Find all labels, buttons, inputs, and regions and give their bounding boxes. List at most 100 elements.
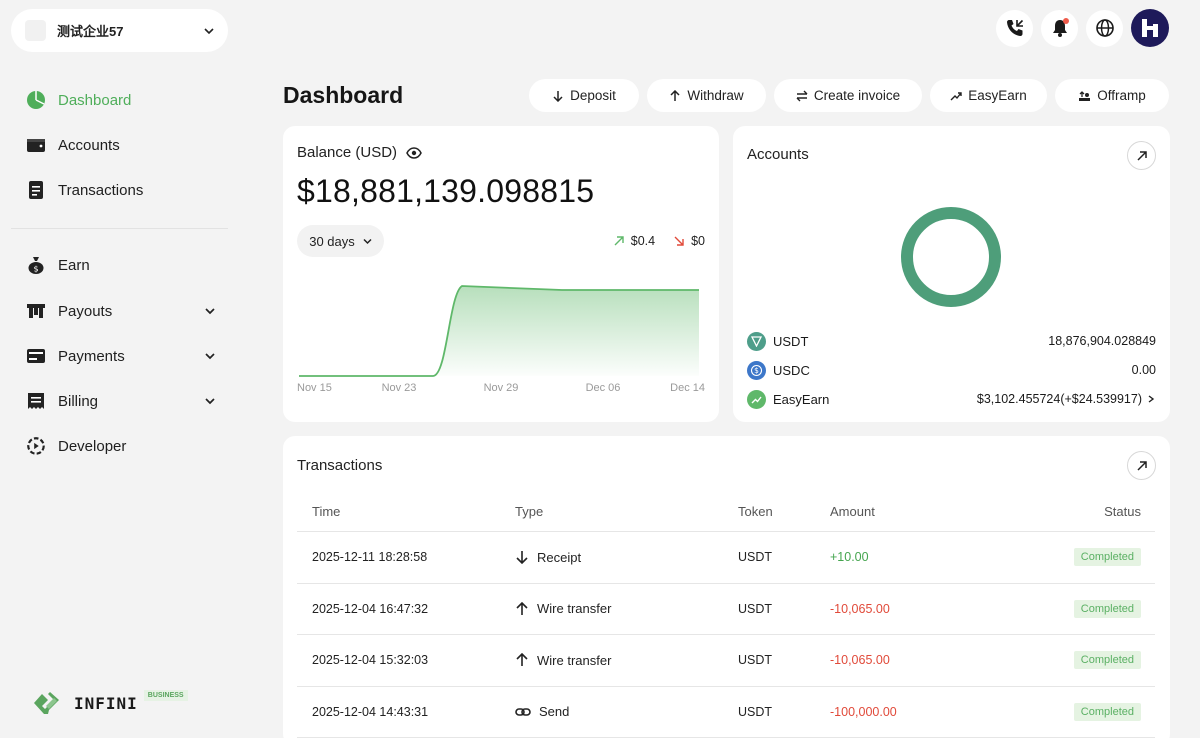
- status-badge: Completed: [1073, 548, 1141, 567]
- easyearn-label: EasyEarn: [968, 88, 1027, 103]
- accounts-title: Accounts: [747, 146, 809, 163]
- cell-status: Completed: [1025, 651, 1155, 670]
- sidebar-item-label: Payouts: [58, 302, 113, 320]
- account-row-usdt[interactable]: USDT 18,876,904.028849: [747, 331, 1156, 351]
- wallet-icon: [26, 135, 46, 155]
- x-tick-label: Nov 23: [382, 382, 417, 394]
- cell-token: USDT: [738, 704, 773, 719]
- easyearn-button[interactable]: EasyEarn: [930, 79, 1047, 112]
- cell-type: Wire transfer: [515, 653, 738, 668]
- sidebar-item-dashboard[interactable]: Dashboard: [26, 88, 216, 112]
- sidebar-item-transactions[interactable]: Transactions: [26, 178, 216, 202]
- balance-header: Balance (USD): [297, 144, 422, 161]
- status-badge: Completed: [1073, 651, 1141, 670]
- deposit-button[interactable]: Deposit: [529, 79, 639, 112]
- phone-icon: [1006, 19, 1023, 36]
- period-label: 30 days: [309, 233, 355, 249]
- cell-type: Receipt: [515, 550, 738, 565]
- brand-badge: BUSINESS: [143, 689, 188, 701]
- x-tick-label: Nov 29: [484, 382, 519, 394]
- svg-text:$: $: [754, 366, 759, 375]
- money-bag-icon: $: [26, 255, 46, 275]
- sidebar-item-accounts[interactable]: Accounts: [26, 133, 216, 157]
- x-tick-label: Dec 14: [670, 382, 705, 394]
- accounts-donut-chart: [901, 207, 1001, 307]
- cell-token: USDT: [738, 601, 773, 616]
- sidebar-item-payouts[interactable]: Payouts: [26, 299, 216, 323]
- chevron-down-icon: [205, 353, 215, 360]
- arrow-down-icon: [553, 90, 563, 102]
- cell-token: USDT: [738, 550, 773, 565]
- table-row[interactable]: 2025-12-04 15:32:03 Wire transfer USDT -…: [297, 635, 1155, 687]
- account-name: EasyEarn: [773, 391, 830, 407]
- easyearn-icon: [747, 389, 766, 409]
- org-name: 测试企业57: [57, 24, 124, 39]
- balance-change: $0.4 $0: [613, 234, 705, 248]
- withdraw-button[interactable]: Withdraw: [647, 79, 766, 112]
- chevron-down-icon: [363, 238, 372, 244]
- account-gain: (+$24.539917): [1060, 392, 1142, 406]
- open-transactions-button[interactable]: [1127, 451, 1156, 480]
- avatar[interactable]: [1131, 9, 1169, 47]
- support-button[interactable]: [996, 9, 1033, 47]
- receipt-icon: [26, 391, 46, 411]
- usdt-icon: [747, 331, 766, 351]
- chevron-down-icon: [205, 308, 215, 315]
- table-row[interactable]: 2025-12-04 16:47:32 Wire transfer USDT -…: [297, 584, 1155, 635]
- arrow-up-right-icon: [1136, 150, 1147, 161]
- sidebar-item-earn[interactable]: $ Earn: [26, 253, 216, 277]
- pie-chart-icon: [26, 90, 46, 110]
- usdc-icon: $: [747, 360, 766, 380]
- create-invoice-button[interactable]: Create invoice: [774, 79, 922, 112]
- account-amount: 0.00: [1131, 363, 1156, 377]
- arrow-down-right-icon: [674, 236, 684, 246]
- balance-label: Balance (USD): [297, 144, 398, 161]
- open-accounts-button[interactable]: [1127, 141, 1156, 170]
- offramp-icon: [1079, 90, 1091, 101]
- chart-area: [299, 286, 699, 376]
- cell-amount: -10,065.00: [830, 653, 890, 668]
- chart-line: [299, 285, 699, 377]
- header-token: Token: [738, 504, 773, 519]
- brand-name: INFINI: [74, 693, 138, 713]
- cell-type: Send: [515, 704, 738, 719]
- deposit-label: Deposit: [570, 88, 616, 103]
- language-button[interactable]: [1086, 9, 1123, 47]
- x-tick-label: Nov 15: [297, 382, 332, 394]
- org-logo: [25, 20, 46, 41]
- cell-time: 2025-12-04 16:47:32: [312, 601, 429, 616]
- user-avatar-icon: [1142, 19, 1158, 37]
- sidebar-item-developer[interactable]: Developer: [26, 434, 216, 458]
- infini-logo-icon: [34, 692, 59, 714]
- account-name: USDC: [773, 362, 810, 378]
- transactions-card: Transactions Time Type Token Amount Stat…: [283, 436, 1170, 738]
- eye-icon[interactable]: [406, 146, 422, 159]
- cell-amount: -10,065.00: [830, 601, 890, 616]
- header-amount: Amount: [830, 504, 875, 519]
- type-label: Wire transfer: [537, 652, 612, 668]
- account-row-usdc[interactable]: $ USDC 0.00: [747, 360, 1156, 380]
- table-row[interactable]: 2025-12-11 18:28:58 Receipt USDT +10.00 …: [297, 532, 1155, 584]
- offramp-button[interactable]: Offramp: [1055, 79, 1169, 112]
- trend-up-icon: [950, 91, 962, 100]
- period-select[interactable]: 30 days: [297, 225, 384, 257]
- cell-status: Completed: [1025, 548, 1155, 567]
- arrow-up-icon: [670, 89, 680, 101]
- sidebar-item-billing[interactable]: Billing: [26, 389, 216, 413]
- sidebar-item-label: Earn: [58, 256, 90, 274]
- accounts-card: Accounts USDT 18,876,904.028849 $ USDC 0…: [733, 126, 1170, 422]
- globe-icon: [1095, 19, 1114, 37]
- org-switcher[interactable]: 测试企业57: [11, 9, 228, 52]
- outflow-value: $0: [691, 234, 705, 248]
- table-row[interactable]: 2025-12-04 14:43:31 Send USDT -100,000.0…: [297, 687, 1155, 738]
- notifications-button[interactable]: [1041, 9, 1078, 47]
- sidebar-item-payments[interactable]: Payments: [26, 344, 216, 368]
- cell-amount: -100,000.00: [830, 704, 897, 719]
- sidebar-item-label: Transactions: [58, 181, 144, 199]
- balance-value: $18,881,139.098815: [297, 173, 595, 209]
- transactions-title: Transactions: [297, 457, 383, 474]
- account-row-easyearn[interactable]: EasyEarn $3,102.455724 (+$24.539917): [747, 389, 1156, 409]
- cell-time: 2025-12-11 18:28:58: [312, 550, 428, 565]
- withdraw-label: Withdraw: [687, 88, 744, 103]
- transactions-table: Time Type Token Amount Status 2025-12-11…: [297, 492, 1155, 738]
